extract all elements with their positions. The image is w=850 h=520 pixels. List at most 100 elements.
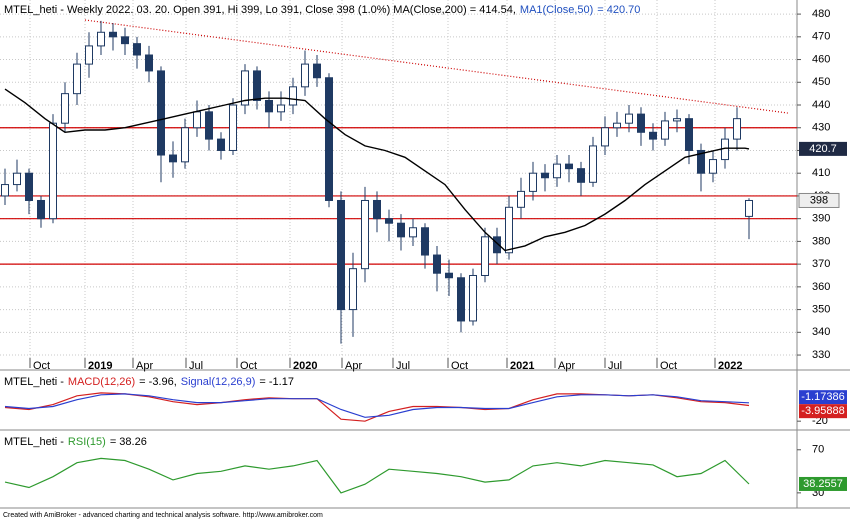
candle-body (493, 236, 501, 254)
candle-body (529, 172, 537, 192)
x-tick-label: Oct (33, 360, 50, 372)
candle-body (289, 86, 297, 106)
x-tick-label: 2020 (293, 360, 317, 372)
candle-body (337, 199, 345, 311)
candle-body (637, 113, 645, 133)
price-tag: 398 (810, 194, 828, 206)
candle-body (1, 184, 9, 197)
value-tag: 38.2557 (803, 478, 843, 490)
candle-body (565, 163, 573, 170)
value-tag: -1.17386 (801, 391, 844, 403)
candle-body (13, 172, 21, 186)
x-tick-label: Jul (189, 360, 203, 372)
candle-body (25, 172, 33, 201)
candle-body (457, 277, 465, 322)
candle-body (589, 145, 597, 183)
value-tag-box (799, 390, 847, 405)
candle-body (169, 154, 177, 163)
y-tick-label: 380 (812, 235, 830, 247)
header-title: MTEL_heti - (4, 436, 64, 448)
candle-body (445, 272, 453, 279)
y-tick-label: 460 (812, 53, 830, 65)
candle-body (97, 31, 105, 47)
candle-body (733, 118, 741, 140)
candle-body (745, 199, 753, 217)
candle-body (541, 172, 549, 179)
y-tick-label: 390 (812, 213, 830, 225)
candle-body (505, 206, 513, 254)
y-tick-label: 340 (812, 326, 830, 338)
x-tick-label: 2022 (718, 360, 742, 372)
candle-body (613, 122, 621, 129)
legend-value: = 420.70 (597, 4, 640, 16)
candle-body (325, 77, 333, 201)
legend-value: = 38.26 (110, 436, 147, 448)
candle-body (517, 190, 525, 208)
candle-body (229, 104, 237, 151)
candle-body (361, 199, 369, 270)
candle-body (157, 70, 165, 156)
candle-body (313, 63, 321, 79)
y-tick-label: 450 (812, 76, 830, 88)
pane-header: MTEL_heti - Weekly 2022. 03. 20. Open 39… (4, 4, 640, 16)
candle-body (61, 93, 69, 124)
x-tick-label: Oct (451, 360, 468, 372)
candle-body (601, 127, 609, 147)
legend-name: Signal(12,26,9) (181, 376, 256, 388)
legend-value: = -3.96, (139, 376, 177, 388)
x-tick-label: 2021 (510, 360, 534, 372)
series-line (4, 457, 750, 494)
x-tick-label: Jul (608, 360, 622, 372)
candle-body (121, 36, 129, 45)
candle-body (433, 254, 441, 274)
candle-body (481, 236, 489, 276)
x-tick-label: Oct (660, 360, 677, 372)
y-tick-label: 430 (812, 122, 830, 134)
candle-body (145, 54, 153, 72)
candle-body (193, 111, 201, 129)
candle-body (181, 127, 189, 163)
candle-body (253, 70, 261, 101)
candle-body (49, 122, 57, 220)
pane-header: MTEL_heti - MACD(12,26) = -3.96, Signal(12,… (4, 376, 294, 388)
candle-body (649, 131, 657, 140)
candle-body (685, 118, 693, 151)
x-tick-label: Oct (240, 360, 257, 372)
candle-body (265, 99, 273, 113)
candle-body (553, 163, 561, 179)
candle-body (421, 227, 429, 256)
candle-body (109, 31, 117, 38)
x-tick-label: Jul (396, 360, 410, 372)
candle-body (577, 168, 585, 183)
candle-body (469, 274, 477, 322)
candle-body (373, 199, 381, 220)
value-tag: -3.95888 (801, 405, 844, 417)
candle-body (709, 159, 717, 174)
header-title: MTEL_heti - (4, 376, 64, 388)
x-tick-label: Apr (558, 360, 575, 372)
y-tick-label: 480 (812, 8, 830, 20)
footer: Created with AmiBroker - advanced charti… (3, 512, 323, 519)
value-tag-box (799, 404, 847, 419)
candle-body (37, 199, 45, 220)
y-tick-label: 350 (812, 303, 830, 315)
candle-body (217, 138, 225, 151)
price-tag-box (798, 192, 840, 208)
y-tick-label: 330 (812, 349, 830, 361)
candle-body (409, 227, 417, 238)
candle-body (349, 268, 357, 311)
legend-name: RSI(15) (68, 436, 106, 448)
value-tag-box (799, 141, 847, 156)
y-tick-label: 360 (812, 281, 830, 293)
x-tick-label: Apr (345, 360, 362, 372)
candle-body (85, 45, 93, 65)
candle-body (241, 70, 249, 106)
x-tick-label: 2019 (88, 360, 112, 372)
candle-body (697, 149, 705, 174)
candle-body (625, 113, 633, 124)
candle-body (673, 118, 681, 122)
y-tick-label: 440 (812, 99, 830, 111)
series-line (4, 393, 750, 418)
candle-body (385, 218, 393, 224)
